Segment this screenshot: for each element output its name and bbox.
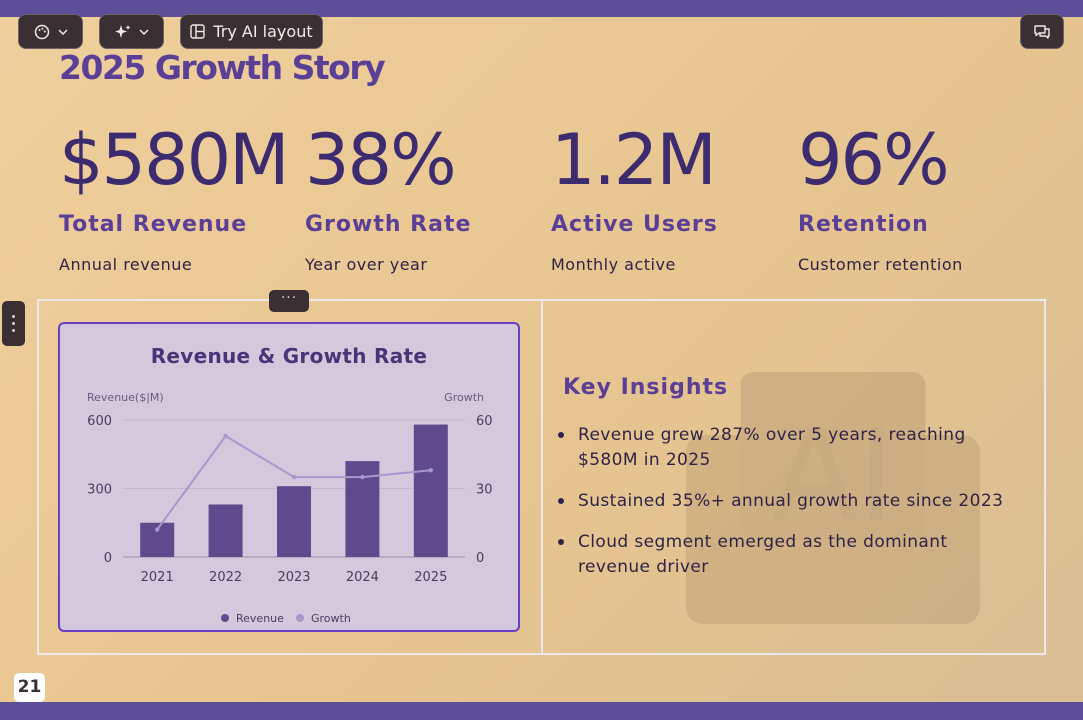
stat-active-users[interactable]: 1.2M Active Users Monthly active xyxy=(551,120,791,274)
point-growth xyxy=(155,527,160,532)
point-growth xyxy=(291,474,297,480)
comment-icon xyxy=(1034,25,1050,39)
drag-handle-vertical[interactable] xyxy=(2,301,25,346)
list-item: Cloud segment emerged as the dominant re… xyxy=(558,530,1023,580)
stat-total-revenue[interactable]: $580M Total Revenue Annual revenue xyxy=(59,120,299,274)
stat-label: Retention xyxy=(798,212,929,237)
x-tick-label: 2023 xyxy=(277,570,310,585)
point-growth xyxy=(223,433,228,439)
y2-axis-label: Growth xyxy=(444,391,484,404)
x-tick-label: 2024 xyxy=(346,570,379,585)
layout-icon xyxy=(190,24,206,39)
y-tick-label: 300 xyxy=(87,483,112,498)
point-growth xyxy=(428,468,433,473)
bar-revenue xyxy=(413,424,448,557)
slide-title[interactable]: 2025 Growth Story xyxy=(59,48,386,87)
y2-tick-label: 30 xyxy=(476,483,493,498)
comments-button[interactable] xyxy=(1020,14,1064,49)
stat-sub: Customer retention xyxy=(798,255,963,274)
stat-value: $580M xyxy=(59,119,290,201)
insights-title[interactable]: Key Insights xyxy=(563,375,729,400)
chevron-down-icon xyxy=(138,28,149,35)
insights-list[interactable]: Revenue grew 287% over 5 years, reaching… xyxy=(558,423,1023,596)
x-tick-label: 2021 xyxy=(141,570,174,585)
bottom-bar xyxy=(0,702,1083,720)
chart-title: Revenue & Growth Rate xyxy=(150,344,428,368)
stat-sub: Annual revenue xyxy=(59,255,193,274)
chevron-down-icon xyxy=(57,28,68,35)
y2-tick-label: 0 xyxy=(476,551,484,566)
list-item: Revenue grew 287% over 5 years, reaching… xyxy=(558,423,1023,473)
stat-sub: Year over year xyxy=(305,255,428,274)
chart-card[interactable]: Revenue & Growth Rate Revenue($|M) Growth… xyxy=(58,322,520,632)
x-tick-label: 2025 xyxy=(414,570,447,585)
y2-tick-label: 60 xyxy=(476,414,493,429)
stat-value: 38% xyxy=(305,119,457,201)
list-item: Sustained 35%+ annual growth rate since … xyxy=(558,489,1023,514)
legend-revenue-label: Revenue xyxy=(236,612,284,625)
sparkle-icon xyxy=(114,24,130,38)
top-bar xyxy=(0,0,1083,17)
ai-chip-watermark-icon: AI xyxy=(686,372,980,624)
stat-label: Total Revenue xyxy=(59,212,248,237)
stat-label: Growth Rate xyxy=(305,212,472,237)
stat-value: 1.2M xyxy=(551,119,717,201)
palette-icon xyxy=(34,24,49,39)
y-tick-label: 600 xyxy=(87,414,112,429)
stat-value: 96% xyxy=(798,119,950,201)
layout-grid-divider[interactable] xyxy=(541,299,543,655)
legend-growth-swatch xyxy=(296,614,304,622)
stat-sub: Monthly active xyxy=(551,255,676,274)
try-ai-layout-label: Try AI layout xyxy=(213,22,313,41)
revenue-growth-chart: Revenue($|M) Growth 0 300 600 0 30 60 2021 2022 20… xyxy=(87,391,493,625)
page-number-badge: 21 xyxy=(14,673,45,702)
legend-growth-label: Growth xyxy=(311,612,351,625)
stat-label: Active Users xyxy=(551,212,718,237)
stat-growth-rate[interactable]: 38% Growth Rate Year over year xyxy=(305,120,545,274)
y-axis-label: Revenue($|M) xyxy=(87,391,164,404)
drag-handle-horizontal[interactable]: ··· xyxy=(269,290,309,312)
bar-revenue xyxy=(208,504,243,557)
theme-menu-button[interactable] xyxy=(18,14,83,49)
x-tick-label: 2022 xyxy=(209,570,242,585)
point-growth xyxy=(360,474,365,480)
legend-revenue-swatch xyxy=(221,614,229,622)
y-tick-label: 0 xyxy=(104,551,112,566)
svg-text:AI: AI xyxy=(771,402,894,549)
stat-retention[interactable]: 96% Retention Customer retention xyxy=(798,120,1038,274)
ai-menu-button[interactable] xyxy=(99,14,164,49)
try-ai-layout-button[interactable]: Try AI layout xyxy=(180,14,323,49)
bar-revenue xyxy=(277,486,311,557)
